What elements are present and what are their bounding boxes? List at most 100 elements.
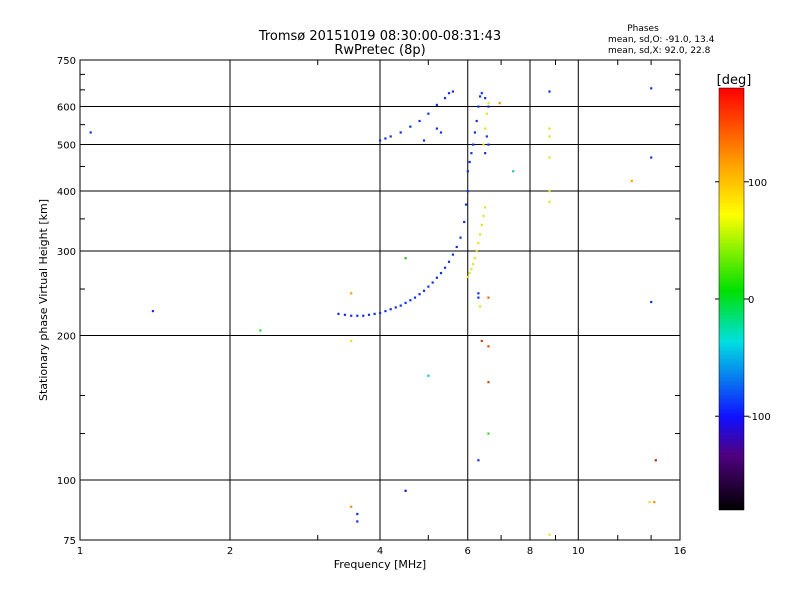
data-point <box>466 275 469 279</box>
data-point <box>350 505 353 508</box>
data-point <box>470 152 473 155</box>
data-point <box>472 143 475 146</box>
data-point <box>485 112 488 115</box>
data-point <box>475 250 478 253</box>
x-tick-label: 16 <box>674 546 687 557</box>
data-point <box>512 170 515 173</box>
data-point <box>427 374 430 377</box>
data-point <box>479 233 482 236</box>
x-axis-title: Frequency [MHz] <box>334 558 426 571</box>
data-point <box>484 206 487 209</box>
data-point <box>459 236 462 239</box>
data-point <box>498 102 501 105</box>
colorbar-label: [deg] <box>717 73 752 88</box>
data-point <box>427 112 430 115</box>
data-point <box>379 311 382 315</box>
data-point <box>350 314 353 317</box>
data-point <box>422 139 426 142</box>
data-point <box>464 203 468 206</box>
data-point <box>480 92 483 95</box>
colorbar-tick-label: -100 <box>748 412 771 423</box>
data-point <box>477 241 480 245</box>
legend-x-stats: mean, sd,X: 92.0, 22.8 <box>608 46 711 56</box>
x-tick-labels: 1 2 4 6 8 10 16 <box>77 546 687 557</box>
data-point <box>435 103 438 106</box>
data-point <box>470 268 473 271</box>
data-point <box>487 105 490 108</box>
data-point <box>487 345 490 348</box>
data-point <box>548 90 551 93</box>
data-point <box>468 271 471 275</box>
y-tick-label: 500 <box>57 141 76 152</box>
data-point <box>384 137 387 140</box>
data-point <box>484 127 487 130</box>
data-point <box>653 500 656 504</box>
data-points <box>89 87 657 536</box>
y-tick-label: 200 <box>57 332 76 343</box>
x-tick-label: 2 <box>227 546 233 557</box>
data-point <box>548 533 551 536</box>
data-point <box>151 309 155 313</box>
data-point <box>473 257 477 260</box>
x-tick-label: 8 <box>527 546 533 557</box>
data-point <box>487 381 490 384</box>
chart-subtitle: RwPretec (8p) <box>334 43 425 58</box>
y-tick-labels: 75 100 200 300 400 500 600 750 <box>57 56 76 547</box>
data-point <box>422 289 426 292</box>
data-point <box>466 190 469 193</box>
colorbar-tick-label: 0 <box>748 295 754 306</box>
data-point <box>475 119 478 123</box>
data-point <box>409 299 412 302</box>
data-point <box>413 296 417 299</box>
data-point <box>362 314 365 317</box>
data-point <box>487 432 490 435</box>
data-point <box>443 266 447 269</box>
data-point <box>630 179 633 183</box>
data-point <box>367 313 371 316</box>
data-point <box>477 296 480 299</box>
data-point <box>404 257 407 260</box>
data-point <box>89 131 92 134</box>
data-point <box>404 301 407 305</box>
y-axis-title: Stationary phase Virtual Height [km] <box>37 199 50 401</box>
data-point <box>443 97 447 100</box>
legend-title: Phases <box>627 24 659 34</box>
data-point <box>439 131 443 134</box>
data-point <box>480 339 483 343</box>
data-point <box>463 220 466 224</box>
data-point <box>431 281 434 284</box>
colorbar-ticks: 100 0 -100 <box>715 178 771 423</box>
data-point <box>482 143 485 146</box>
data-point <box>418 293 421 296</box>
data-point <box>447 260 451 263</box>
data-point <box>477 459 480 462</box>
data-point <box>259 329 262 332</box>
data-point <box>435 276 438 279</box>
x-tick-label: 10 <box>572 546 585 557</box>
data-point <box>343 313 347 316</box>
data-point <box>399 304 402 307</box>
y-tick-label: 400 <box>57 187 76 198</box>
data-point <box>447 92 451 95</box>
data-point <box>384 309 387 313</box>
y-tick-label: 300 <box>57 247 76 258</box>
data-point <box>548 135 551 138</box>
data-point <box>394 306 397 309</box>
grid-lines <box>80 60 680 540</box>
data-point <box>350 292 353 295</box>
data-point <box>399 131 402 134</box>
data-point <box>451 90 455 93</box>
y-tick-label: 75 <box>63 536 76 547</box>
x-tick-label: 6 <box>465 546 471 557</box>
data-point <box>439 271 443 275</box>
data-point <box>455 245 458 249</box>
data-point <box>548 127 551 130</box>
x-tick-label: 4 <box>377 546 383 557</box>
data-point <box>487 143 490 146</box>
axis-ticks <box>80 60 680 540</box>
data-point <box>472 262 475 266</box>
data-point <box>373 312 376 315</box>
colorbar-gradient <box>718 87 745 511</box>
data-point <box>548 190 551 193</box>
